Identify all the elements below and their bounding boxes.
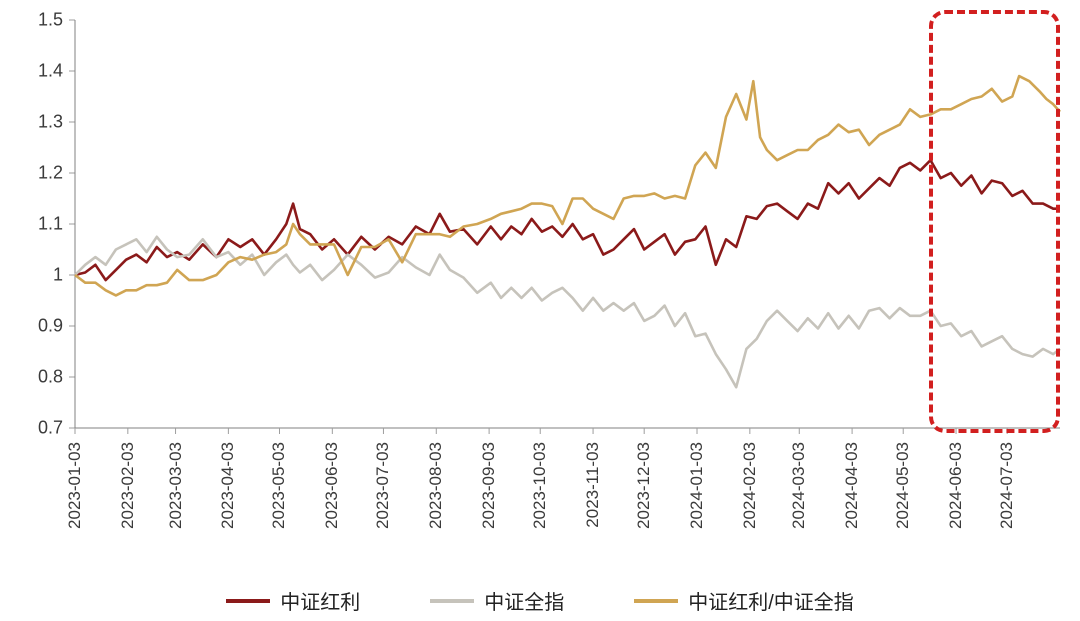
- x-tick-label: 2023-10-03: [530, 442, 550, 529]
- x-tick-label: 2024-07-03: [997, 442, 1017, 529]
- legend-label: 中证红利: [280, 586, 360, 615]
- legend-item: 中证红利/中证全指: [634, 586, 854, 615]
- line-chart: 0.7 0.8 0.9 1 1.1 1.2 1.3 1.4 1.5 2023-01-03 2023…: [0, 0, 1080, 621]
- x-tick-label: 2023-02-03: [118, 442, 138, 529]
- x-tick-label: 2023-06-03: [322, 442, 342, 529]
- series-line: [75, 76, 1060, 295]
- y-tick-label: 1.1: [13, 214, 63, 235]
- y-tick-label: 0.7: [13, 418, 63, 439]
- x-tick-label: 2023-05-03: [269, 442, 289, 529]
- x-tick-label: 2024-02-03: [740, 442, 760, 529]
- legend-item: 中证红利: [226, 586, 360, 615]
- legend-label: 中证红利/中证全指: [688, 586, 854, 615]
- x-tick-label: 2023-03-03: [166, 442, 186, 529]
- series-line: [75, 237, 1060, 387]
- y-tick-label: 0.8: [13, 367, 63, 388]
- x-tick-label: 2024-03-03: [789, 442, 809, 529]
- y-tick-label: 1.5: [13, 10, 63, 31]
- x-tick-label: 2023-12-03: [634, 442, 654, 529]
- x-tick-label: 2023-11-03: [583, 442, 603, 528]
- y-tick-label: 1.4: [13, 61, 63, 82]
- y-tick-label: 1: [13, 265, 63, 286]
- y-tick-label: 1.2: [13, 163, 63, 184]
- x-tick-label: 2023-07-03: [373, 442, 393, 529]
- x-tick-label: 2024-04-03: [842, 442, 862, 529]
- legend-label: 中证全指: [484, 586, 564, 615]
- series-line: [75, 160, 1060, 280]
- x-tick-label: 2024-01-03: [687, 442, 707, 529]
- x-tick-label: 2024-06-03: [946, 442, 966, 529]
- legend-item: 中证全指: [430, 586, 564, 615]
- y-tick-label: 1.3: [13, 112, 63, 133]
- x-tick-label: 2024-05-03: [893, 442, 913, 529]
- legend-swatch: [634, 599, 678, 603]
- chart-legend: 中证红利 中证全指 中证红利/中证全指: [0, 586, 1080, 615]
- y-tick-label: 0.9: [13, 316, 63, 337]
- x-tick-label: 2023-01-03: [65, 442, 85, 529]
- x-tick-label: 2023-08-03: [426, 442, 446, 529]
- x-tick-label: 2023-04-03: [218, 442, 238, 529]
- legend-swatch: [226, 599, 270, 603]
- legend-swatch: [430, 599, 474, 603]
- x-tick-label: 2023-09-03: [479, 442, 499, 529]
